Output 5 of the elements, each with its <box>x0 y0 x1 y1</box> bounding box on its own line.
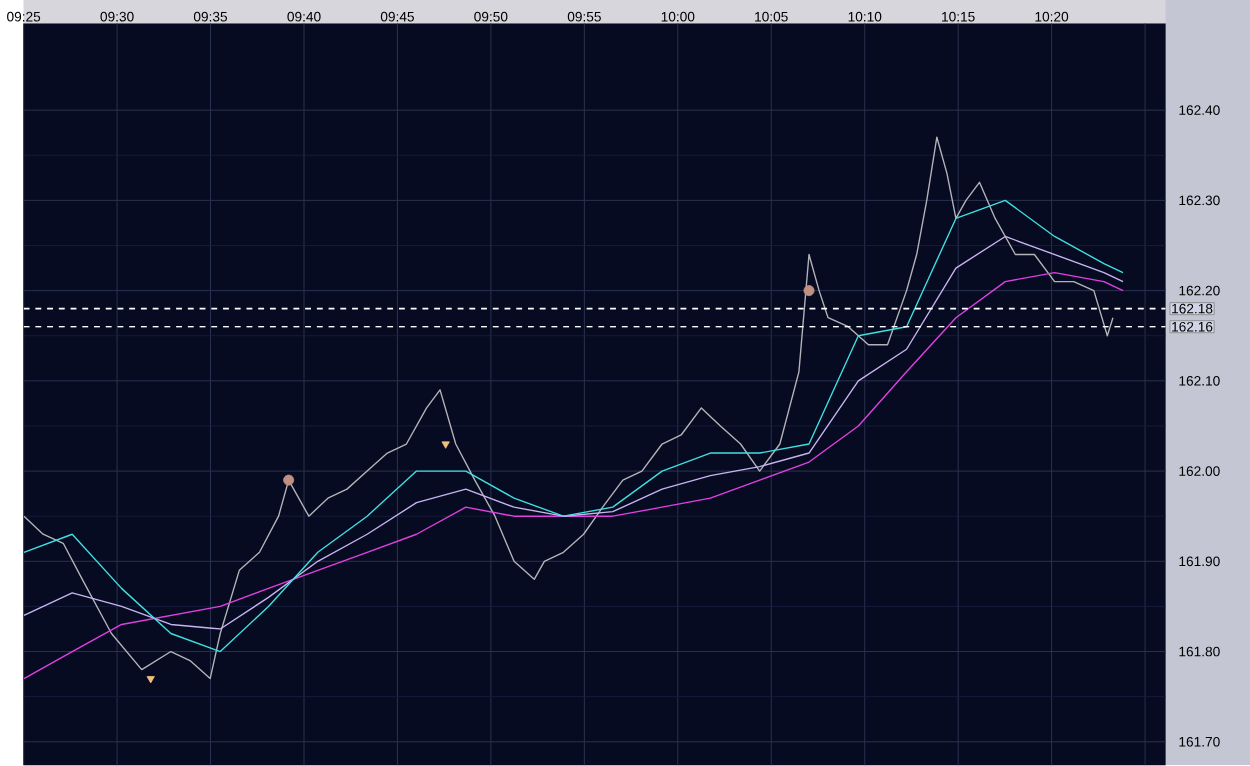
line-series <box>23 136 1114 680</box>
point <box>283 474 295 486</box>
point <box>146 676 155 684</box>
point <box>803 285 815 297</box>
point <box>441 441 450 449</box>
